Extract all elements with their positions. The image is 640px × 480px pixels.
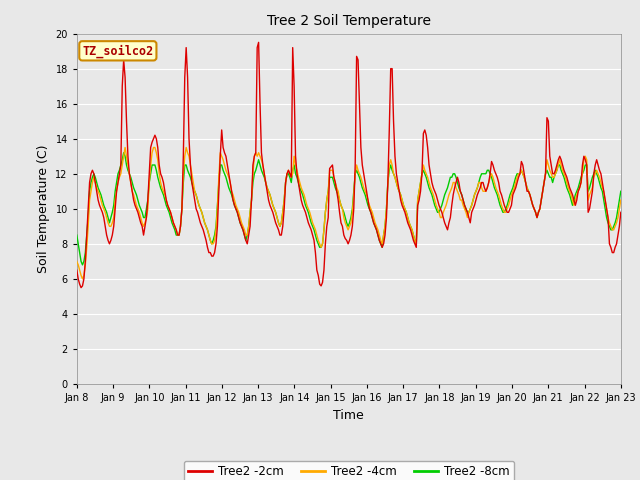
Tree2 -4cm xyxy=(617,197,625,203)
Tree2 -4cm xyxy=(79,276,86,282)
X-axis label: Time: Time xyxy=(333,408,364,421)
Tree2 -4cm xyxy=(73,258,81,264)
Tree2 -8cm xyxy=(110,203,118,208)
Tree2 -8cm xyxy=(545,171,552,177)
Tree2 -8cm xyxy=(616,197,623,203)
Y-axis label: Soil Temperature (C): Soil Temperature (C) xyxy=(37,144,50,273)
Tree2 -4cm xyxy=(356,171,364,177)
Tree2 -2cm xyxy=(356,101,364,107)
Tree2 -4cm xyxy=(463,215,471,220)
Tree2 -8cm xyxy=(356,174,364,180)
Tree2 -2cm xyxy=(463,209,471,215)
Tree2 -8cm xyxy=(93,180,100,185)
Tree2 -2cm xyxy=(73,267,81,273)
Tree2 -8cm xyxy=(73,232,81,238)
Tree2 -2cm xyxy=(545,118,552,124)
Tree2 -4cm xyxy=(121,144,129,150)
Line: Tree2 -4cm: Tree2 -4cm xyxy=(77,147,621,279)
Tree2 -8cm xyxy=(463,209,471,215)
Tree2 -2cm xyxy=(255,39,262,45)
Tree2 -4cm xyxy=(110,215,118,220)
Legend: Tree2 -2cm, Tree2 -4cm, Tree2 -8cm: Tree2 -2cm, Tree2 -4cm, Tree2 -8cm xyxy=(184,461,514,480)
Tree2 -2cm xyxy=(110,223,118,229)
Tree2 -8cm xyxy=(79,262,86,268)
Title: Tree 2 Soil Temperature: Tree 2 Soil Temperature xyxy=(267,14,431,28)
Tree2 -4cm xyxy=(93,185,100,191)
Tree2 -2cm xyxy=(616,223,623,229)
Tree2 -2cm xyxy=(617,209,625,215)
Tree2 -2cm xyxy=(93,188,100,194)
Line: Tree2 -8cm: Tree2 -8cm xyxy=(77,153,621,265)
Tree2 -4cm xyxy=(545,162,552,168)
Text: TZ_soilco2: TZ_soilco2 xyxy=(82,44,154,58)
Tree2 -8cm xyxy=(617,188,625,194)
Line: Tree2 -2cm: Tree2 -2cm xyxy=(77,42,621,288)
Tree2 -8cm xyxy=(120,150,127,156)
Tree2 -2cm xyxy=(77,285,85,290)
Tree2 -4cm xyxy=(616,206,623,212)
